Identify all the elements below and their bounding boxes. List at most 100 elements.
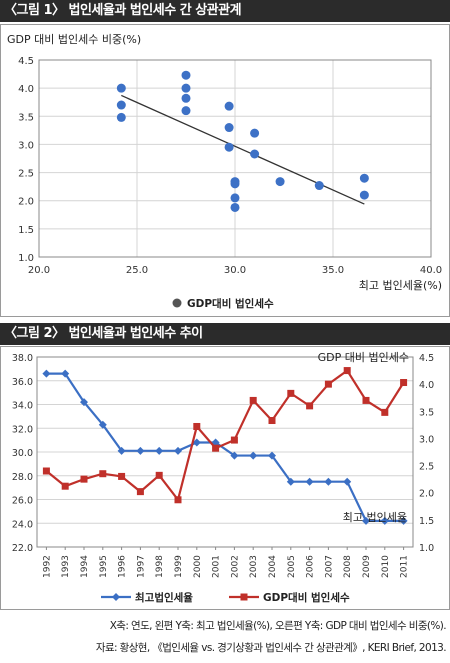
annotation-left-series: 최고 법인세율	[343, 511, 407, 524]
scatter-point	[359, 190, 369, 200]
series-marker-2	[287, 389, 295, 397]
y-right-tick-label: 4.0	[419, 380, 434, 391]
line-chart-svg: 22.0 24.0 26.0 28.0 30.0 32.0 34.0 36.0 38.0 1.0 1…	[12, 351, 434, 604]
series-marker-1	[268, 451, 276, 460]
scatter-point	[250, 149, 260, 159]
scatter-point	[314, 181, 324, 191]
series-marker-2	[343, 367, 351, 375]
scatter-point	[181, 83, 191, 93]
y-tick-label: 1.5	[18, 225, 34, 236]
x-tick-label: 1997	[136, 555, 146, 578]
y-left-tick-label: 26.0	[12, 496, 33, 507]
series-marker-2	[381, 408, 389, 416]
x-tick-label: 2004	[268, 555, 278, 578]
figure1-title: 〈그림 1〉 법인세율과 법인세수 간 상관관계	[0, 0, 450, 22]
y-left-tick-label: 34.0	[12, 401, 33, 412]
series-marker-2	[174, 496, 182, 504]
series-marker-2	[118, 472, 126, 480]
series-marker-2	[400, 379, 408, 387]
legend-marker-1	[112, 593, 120, 601]
series-marker-2	[136, 488, 144, 496]
figure2-chart: 22.0 24.0 26.0 28.0 30.0 32.0 34.0 36.0 38.0 1.0 1…	[0, 346, 450, 610]
series-marker-2	[99, 470, 107, 478]
scatter-point	[224, 101, 234, 111]
x-tick-label: 40.0	[420, 265, 442, 276]
x-tick-label: 30.0	[224, 265, 246, 276]
series-marker-1	[380, 516, 389, 525]
series-marker-1	[343, 477, 352, 486]
y-right-tick-label: 2.0	[419, 489, 434, 500]
x-tick-label: 2009	[362, 555, 372, 578]
y-left-tick-label: 38.0	[12, 353, 33, 364]
y-left-tick-label: 36.0	[12, 377, 33, 388]
x-tick-label: 35.0	[322, 265, 344, 276]
x-tick-label: 2005	[287, 555, 297, 578]
scatter-point	[230, 202, 240, 212]
scatter-point	[230, 179, 240, 189]
y-tick-label: 4.5	[18, 56, 34, 67]
x-tick-label: 2002	[230, 555, 240, 578]
series-marker-2	[230, 436, 238, 444]
y-left-tick-label: 28.0	[12, 472, 33, 483]
series-marker-1	[80, 398, 88, 407]
legend-marker-2	[240, 593, 248, 601]
y-tick-label: 3.0	[18, 140, 34, 151]
scatter-point	[181, 106, 191, 116]
annotation-right-series: GDP 대비 법인세수	[318, 351, 409, 364]
series-marker-2	[193, 422, 201, 430]
x-tick-label: 1993	[61, 555, 71, 578]
scatter-point	[224, 123, 234, 133]
x-tick-label: 1998	[155, 555, 165, 578]
y-tick-label: 3.5	[18, 112, 34, 123]
x-tick-label: 1992	[42, 555, 52, 578]
scatter-point	[116, 112, 126, 122]
legend-label-2: GDP대비 법인세수	[263, 591, 350, 604]
series-marker-1	[136, 446, 145, 455]
y-tick-label: 4.0	[18, 84, 34, 95]
trend-line	[121, 94, 365, 205]
series-marker-1	[324, 477, 333, 486]
y-tick-label: 2.5	[18, 169, 34, 180]
scatter-point	[224, 142, 234, 152]
series-marker-1	[362, 516, 370, 525]
figure2-title: 〈그림 2〉 법인세율과 법인세수 추이	[0, 323, 450, 345]
series-line-2	[45, 368, 405, 503]
y-tick-label: 1.0	[18, 253, 34, 264]
y-left-tick-label: 22.0	[12, 543, 33, 554]
plot-area-border	[36, 356, 414, 548]
series-marker-1	[42, 369, 51, 378]
y-right-tick-label: 1.0	[419, 543, 434, 554]
x-tick-label: 2003	[249, 555, 259, 578]
x-tick-label: 2001	[212, 555, 222, 578]
x-axis-title: 최고 법인세율(%)	[359, 279, 442, 292]
x-tick-label: 2008	[343, 555, 353, 578]
scatter-point	[250, 128, 260, 138]
y-right-tick-label: 3.0	[419, 434, 434, 445]
series-marker-2	[362, 396, 370, 404]
series-marker-1	[249, 451, 258, 460]
series-marker-2	[306, 402, 314, 410]
x-tick-label: 2006	[306, 555, 316, 578]
scatter-point	[116, 83, 126, 93]
y-left-tick-label: 24.0	[12, 519, 33, 530]
series-marker-2	[324, 380, 332, 388]
x-tick-label: 25.0	[126, 265, 148, 276]
y-right-tick-label: 4.5	[419, 353, 434, 364]
scatter-point	[116, 100, 126, 110]
series-line-1	[46, 372, 404, 522]
legend-label: GDP대비 법인세수	[187, 297, 274, 310]
y-right-tick-label: 2.5	[419, 462, 434, 473]
series-marker-1	[117, 446, 126, 455]
figure1-chart: GDP 대비 법인세수 비중(%) 1.0 1.5 2.0 2.5 3.0 3.5 4.0 4.…	[0, 24, 450, 317]
x-tick-label: 1999	[174, 555, 184, 578]
series-marker-1	[286, 477, 295, 486]
series-marker-1	[399, 516, 408, 525]
series-marker-1	[230, 451, 239, 460]
scatter-point	[181, 70, 191, 80]
series-marker-1	[61, 369, 70, 378]
x-tick-label: 1994	[80, 555, 90, 578]
scatter-point	[181, 93, 191, 103]
series-marker-1	[305, 477, 314, 486]
legend-marker	[172, 298, 182, 308]
y-left-tick-label: 32.0	[12, 424, 33, 435]
